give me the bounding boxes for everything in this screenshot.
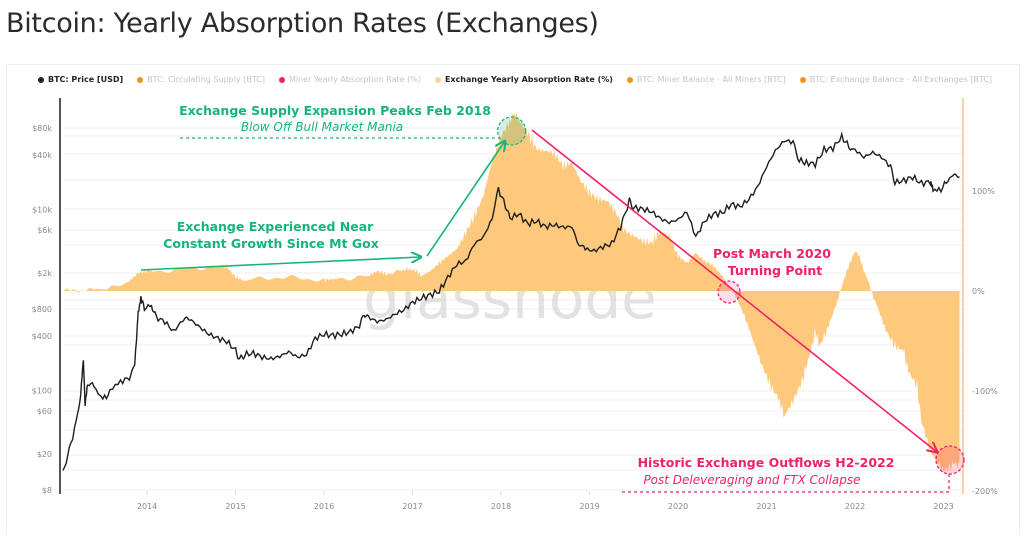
annotation-outflows-circle [935, 445, 965, 475]
y-left-tick-label: $400 [32, 332, 52, 341]
page-title: Bitcoin: Yearly Absorption Rates (Exchan… [6, 8, 599, 39]
annotation-peak-title: Exchange Supply Expansion Peaks Feb 2018 [179, 103, 491, 118]
legend-item-btc-price[interactable]: BTC: Price [USD] [38, 75, 123, 84]
legend-label: Exchange Yearly Absorption Rate (%) [444, 75, 613, 84]
y-left-tick-label: $20 [37, 450, 52, 459]
legend-item-exchange-balance[interactable]: BTC: Exchange Balance - All Exchanges [B… [799, 75, 993, 84]
annotation-decline-trend-arrow [531, 129, 937, 452]
legend-item-exchange-absorption[interactable]: Exchange Yearly Absorption Rate (%) [434, 75, 613, 84]
y-left-tick-label: $2k [37, 269, 52, 278]
y-left-axis-ticks: $8 $20 $60 $100 $400 $800 $2k $6k $10k $40k $80k [32, 124, 53, 495]
annotation-growth-line-2: Constant Growth Since Mt Gox [163, 236, 379, 251]
y-right-tick-label: 0% [972, 287, 985, 296]
annotations: Exchange Supply Expansion Peaks Feb 2018… [140, 103, 965, 493]
y-left-tick-label: $10k [32, 206, 52, 215]
y-left-tick-label: $100 [32, 387, 52, 396]
annotation-outflows-dashed-line [622, 472, 950, 493]
y-right-axis-ticks: 100% 0% -100% -200% [972, 187, 998, 496]
legend-label: Miner Yearly Absorption Rate (%) [288, 75, 421, 84]
x-tick-label: 2019 [579, 502, 599, 511]
annotation-turning-circle [717, 280, 741, 304]
x-tick-label: 2016 [314, 502, 334, 511]
legend-dot-icon [799, 76, 806, 83]
x-tick-label: 2023 [933, 502, 953, 511]
y-left-tick-label: $60 [37, 407, 52, 416]
legend-label: BTC: Circulating Supply [BTC] [147, 75, 265, 84]
legend-label: BTC: Miner Balance - All Miners [BTC] [636, 75, 786, 84]
annotation-peak-subtitle: Blow Off Bull Market Mania [241, 120, 403, 134]
x-tick-label: 2015 [225, 502, 245, 511]
annotation-turning-line-2: Turning Point [728, 263, 823, 278]
legend-label: BTC: Price [USD] [48, 75, 124, 84]
x-axis-ticks: 2014 2015 2016 2017 2018 2019 2020 2021 2022 2023 [137, 491, 954, 511]
annotation-outflows-subtitle: Post Deleveraging and FTX Collapse [643, 473, 860, 487]
y-right-tick-label: -100% [972, 387, 998, 396]
y-left-tick-label: $8 [42, 486, 52, 495]
y-left-tick-label: $80k [32, 124, 52, 133]
legend-dot-icon [434, 76, 441, 83]
y-right-tick-label: 100% [972, 187, 995, 196]
y-right-tick-label: -200% [972, 487, 998, 496]
exchange-absorption-area [63, 112, 960, 474]
annotation-turning-line-1: Post March 2020 [713, 246, 831, 261]
legend-label: BTC: Exchange Balance - All Exchanges [B… [809, 75, 993, 84]
legend-item-miner-balance[interactable]: BTC: Miner Balance - All Miners [BTC] [626, 75, 786, 84]
x-tick-label: 2022 [845, 502, 865, 511]
legend-dot-icon [626, 76, 633, 83]
y-left-tick-label: $6k [37, 226, 52, 235]
legend-dot-icon [278, 76, 285, 83]
annotation-peak-circle [497, 116, 527, 146]
legend-dot-icon [137, 76, 144, 83]
x-tick-label: 2017 [402, 502, 422, 511]
x-tick-label: 2014 [137, 502, 157, 511]
annotation-rise-arrow [426, 141, 505, 257]
annotation-growth-arrow [140, 257, 421, 271]
annotation-growth-line-1: Exchange Experienced Near [177, 219, 374, 234]
x-tick-label: 2020 [668, 502, 688, 511]
x-tick-label: 2018 [491, 502, 511, 511]
legend-item-circulating-supply[interactable]: BTC: Circulating Supply [BTC] [137, 75, 265, 84]
legend-item-miner-absorption[interactable]: Miner Yearly Absorption Rate (%) [278, 75, 421, 84]
y-left-tick-label: $40k [32, 151, 52, 160]
btc-price-line [62, 131, 960, 471]
y-left-tick-label: $800 [32, 305, 52, 314]
x-tick-label: 2021 [756, 502, 776, 511]
annotation-outflows-title: Historic Exchange Outflows H2-2022 [638, 455, 895, 470]
legend-dot-icon [38, 76, 44, 83]
chart-legend: BTC: Price [USD] BTC: Circulating Supply… [38, 75, 992, 84]
